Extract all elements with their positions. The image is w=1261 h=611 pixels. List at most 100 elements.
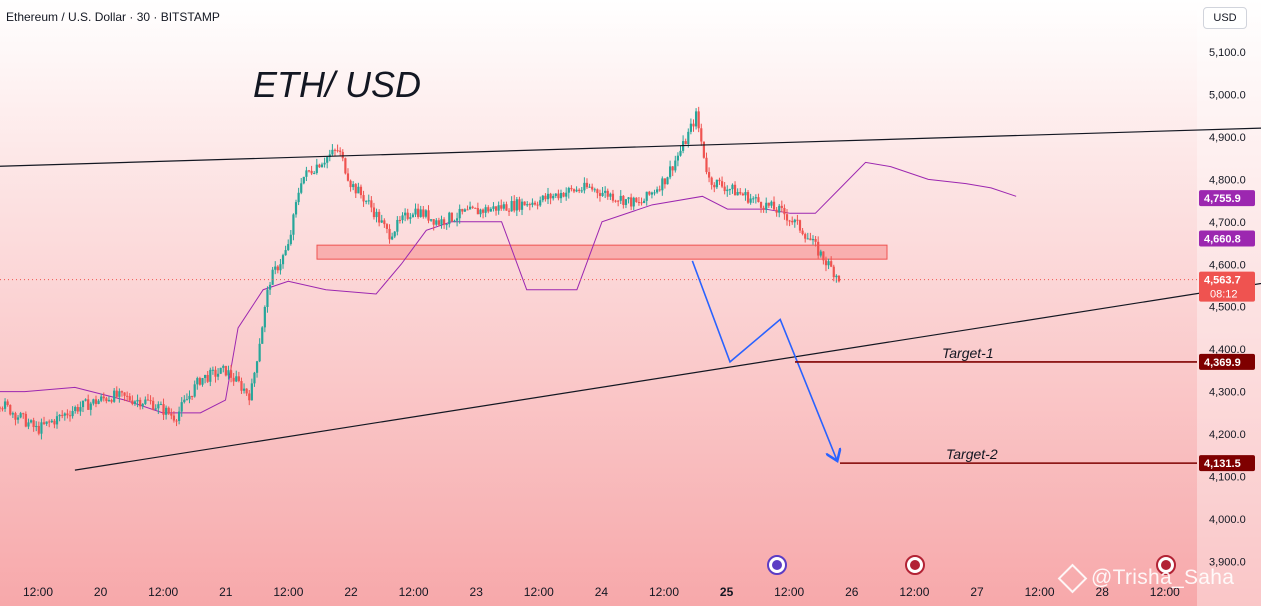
- candle[interactable]: [518, 196, 521, 212]
- candle[interactable]: [559, 189, 563, 204]
- candle[interactable]: [71, 406, 74, 419]
- candle[interactable]: [736, 188, 739, 196]
- candle[interactable]: [520, 198, 524, 216]
- candle[interactable]: [811, 235, 815, 245]
- candle[interactable]: [442, 217, 446, 229]
- candle[interactable]: [370, 196, 373, 213]
- candle[interactable]: [32, 417, 35, 432]
- candle[interactable]: [726, 185, 729, 197]
- candle[interactable]: [63, 412, 66, 421]
- candle[interactable]: [198, 376, 201, 386]
- candle[interactable]: [788, 219, 791, 227]
- candle[interactable]: [546, 187, 550, 205]
- candle[interactable]: [313, 170, 316, 175]
- candle[interactable]: [185, 393, 189, 401]
- candle[interactable]: [463, 208, 466, 212]
- candle[interactable]: [378, 209, 381, 227]
- candle[interactable]: [100, 393, 103, 403]
- candle[interactable]: [778, 204, 781, 218]
- candle[interactable]: [630, 193, 633, 211]
- candle[interactable]: [383, 218, 386, 228]
- wedge-upper-trendline[interactable]: [0, 65, 1261, 167]
- candle[interactable]: [37, 421, 40, 436]
- candle[interactable]: [222, 364, 225, 373]
- candle[interactable]: [619, 190, 622, 205]
- candle[interactable]: [362, 190, 365, 207]
- candle[interactable]: [453, 219, 456, 223]
- candle[interactable]: [281, 253, 285, 269]
- symbol-title[interactable]: Ethereum / U.S. Dollar · 30 · BITSTAMP: [6, 10, 220, 24]
- candle[interactable]: [359, 184, 363, 199]
- candle[interactable]: [333, 148, 337, 157]
- candle[interactable]: [775, 207, 778, 217]
- candle[interactable]: [289, 230, 292, 246]
- candle[interactable]: [248, 389, 251, 406]
- candle[interactable]: [3, 398, 7, 412]
- candle[interactable]: [375, 208, 378, 223]
- candle[interactable]: [476, 202, 479, 215]
- candle[interactable]: [822, 251, 825, 265]
- candle[interactable]: [837, 275, 841, 283]
- candle[interactable]: [471, 205, 474, 209]
- candle[interactable]: [513, 195, 516, 213]
- candle[interactable]: [94, 395, 98, 408]
- candle[interactable]: [229, 364, 233, 383]
- ichimoku-span-line[interactable]: [0, 161, 1017, 414]
- candle[interactable]: [263, 305, 266, 333]
- candle[interactable]: [591, 183, 594, 192]
- candle[interactable]: [136, 394, 139, 408]
- candle[interactable]: [526, 201, 529, 207]
- candle[interactable]: [583, 177, 586, 194]
- candle[interactable]: [684, 138, 687, 145]
- candle[interactable]: [115, 386, 118, 399]
- candle[interactable]: [81, 400, 85, 413]
- candle[interactable]: [183, 395, 186, 404]
- candle[interactable]: [767, 202, 770, 209]
- candle[interactable]: [489, 207, 492, 212]
- candle[interactable]: [206, 370, 209, 384]
- candle[interactable]: [201, 377, 204, 387]
- candle[interactable]: [68, 410, 72, 422]
- candle[interactable]: [162, 398, 165, 421]
- candle[interactable]: [627, 197, 630, 204]
- candle[interactable]: [172, 411, 176, 423]
- candle[interactable]: [406, 208, 409, 221]
- candle[interactable]: [341, 149, 344, 162]
- candle[interactable]: [29, 419, 33, 424]
- candle[interactable]: [167, 406, 170, 416]
- candle[interactable]: [42, 416, 46, 425]
- candle[interactable]: [253, 371, 256, 387]
- candle[interactable]: [435, 218, 438, 226]
- candle[interactable]: [741, 192, 744, 196]
- candle[interactable]: [744, 188, 747, 201]
- candle[interactable]: [455, 212, 459, 227]
- candle[interactable]: [235, 370, 238, 383]
- candle[interactable]: [614, 199, 617, 203]
- candle[interactable]: [255, 360, 259, 378]
- candle[interactable]: [219, 367, 222, 374]
- candle[interactable]: [216, 368, 220, 381]
- candle[interactable]: [336, 144, 339, 153]
- candle[interactable]: [9, 404, 12, 416]
- candle[interactable]: [365, 200, 368, 205]
- candle[interactable]: [27, 418, 30, 430]
- candle[interactable]: [739, 187, 742, 196]
- candle[interactable]: [6, 399, 9, 407]
- candle[interactable]: [437, 217, 441, 227]
- candle[interactable]: [14, 411, 17, 426]
- candle[interactable]: [139, 397, 142, 410]
- candle[interactable]: [40, 418, 43, 440]
- candle[interactable]: [149, 395, 152, 405]
- candle[interactable]: [126, 391, 129, 402]
- candle[interactable]: [510, 196, 513, 212]
- candle[interactable]: [310, 165, 313, 176]
- candle[interactable]: [632, 196, 635, 211]
- candle[interactable]: [1, 406, 4, 412]
- candle[interactable]: [824, 256, 828, 272]
- candle[interactable]: [87, 394, 90, 410]
- candle[interactable]: [554, 193, 557, 199]
- candle[interactable]: [640, 197, 643, 206]
- candle[interactable]: [666, 176, 669, 185]
- candle[interactable]: [541, 194, 544, 203]
- candle[interactable]: [570, 185, 573, 192]
